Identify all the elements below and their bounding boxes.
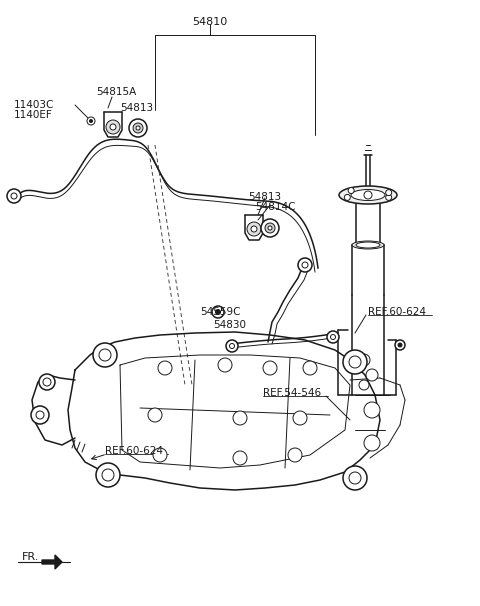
Circle shape — [158, 361, 172, 375]
Circle shape — [288, 448, 302, 462]
Text: REF.60-624: REF.60-624 — [368, 307, 426, 317]
Circle shape — [349, 356, 361, 368]
Text: FR.: FR. — [22, 552, 39, 562]
Text: 54830: 54830 — [213, 320, 246, 330]
Circle shape — [293, 411, 307, 425]
Circle shape — [395, 340, 405, 350]
Circle shape — [216, 310, 220, 315]
Circle shape — [99, 349, 111, 361]
Circle shape — [233, 411, 247, 425]
Circle shape — [136, 126, 140, 130]
Circle shape — [148, 408, 162, 422]
Circle shape — [218, 358, 232, 372]
Circle shape — [298, 258, 312, 272]
Circle shape — [364, 435, 380, 451]
Ellipse shape — [356, 242, 380, 248]
Circle shape — [344, 195, 350, 201]
Circle shape — [39, 374, 55, 390]
Ellipse shape — [351, 190, 385, 201]
Circle shape — [36, 411, 44, 419]
Text: REF.60-624: REF.60-624 — [105, 446, 163, 456]
Circle shape — [303, 361, 317, 375]
Circle shape — [7, 189, 21, 203]
Text: 54814C: 54814C — [255, 202, 296, 212]
Circle shape — [133, 123, 143, 133]
Text: 54810: 54810 — [192, 17, 227, 27]
Circle shape — [358, 354, 370, 366]
Circle shape — [229, 344, 235, 348]
Text: 54813: 54813 — [248, 192, 281, 202]
Text: 54813: 54813 — [120, 103, 153, 113]
Circle shape — [364, 402, 380, 418]
Circle shape — [129, 119, 147, 137]
Text: 54815A: 54815A — [96, 87, 136, 97]
Circle shape — [364, 191, 372, 199]
Circle shape — [89, 119, 93, 122]
Polygon shape — [42, 555, 62, 569]
Circle shape — [265, 223, 275, 233]
Text: 11403C: 11403C — [14, 100, 54, 110]
Circle shape — [233, 451, 247, 465]
Circle shape — [31, 406, 49, 424]
Circle shape — [43, 378, 51, 386]
Circle shape — [348, 187, 354, 193]
Circle shape — [96, 463, 120, 487]
Circle shape — [247, 222, 261, 236]
Circle shape — [366, 369, 378, 381]
Circle shape — [385, 190, 392, 196]
Circle shape — [343, 466, 367, 490]
Circle shape — [349, 472, 361, 484]
Text: 1140EF: 1140EF — [14, 110, 53, 120]
Circle shape — [385, 195, 392, 201]
Ellipse shape — [352, 241, 384, 249]
Circle shape — [263, 361, 277, 375]
Circle shape — [302, 262, 308, 268]
Circle shape — [102, 469, 114, 481]
Circle shape — [261, 219, 279, 237]
Text: 54559C: 54559C — [200, 307, 240, 317]
Circle shape — [110, 124, 116, 130]
Circle shape — [398, 343, 402, 347]
Circle shape — [359, 380, 369, 390]
Circle shape — [106, 120, 120, 134]
Circle shape — [226, 340, 238, 352]
Circle shape — [153, 448, 167, 462]
Circle shape — [11, 193, 17, 199]
Circle shape — [327, 331, 339, 343]
Ellipse shape — [339, 186, 397, 204]
Circle shape — [212, 306, 224, 318]
Circle shape — [87, 117, 95, 125]
Circle shape — [251, 226, 257, 232]
Circle shape — [331, 335, 336, 339]
Circle shape — [343, 350, 367, 374]
Circle shape — [268, 226, 272, 230]
Text: REF.54-546: REF.54-546 — [263, 388, 321, 398]
Circle shape — [93, 343, 117, 367]
